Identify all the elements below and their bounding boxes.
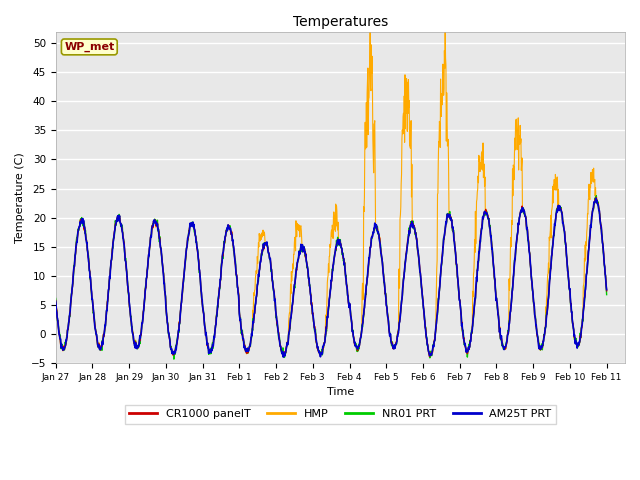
Text: WP_met: WP_met — [64, 42, 115, 52]
Line: AM25T PRT: AM25T PRT — [56, 198, 607, 357]
Line: NR01 PRT: NR01 PRT — [56, 196, 607, 359]
Line: HMP: HMP — [56, 26, 607, 358]
Title: Temperatures: Temperatures — [292, 15, 388, 29]
Line: CR1000 panelT: CR1000 panelT — [56, 197, 607, 356]
Legend: CR1000 panelT, HMP, NR01 PRT, AM25T PRT: CR1000 panelT, HMP, NR01 PRT, AM25T PRT — [125, 405, 556, 424]
Y-axis label: Temperature (C): Temperature (C) — [15, 152, 25, 243]
X-axis label: Time: Time — [326, 387, 354, 397]
